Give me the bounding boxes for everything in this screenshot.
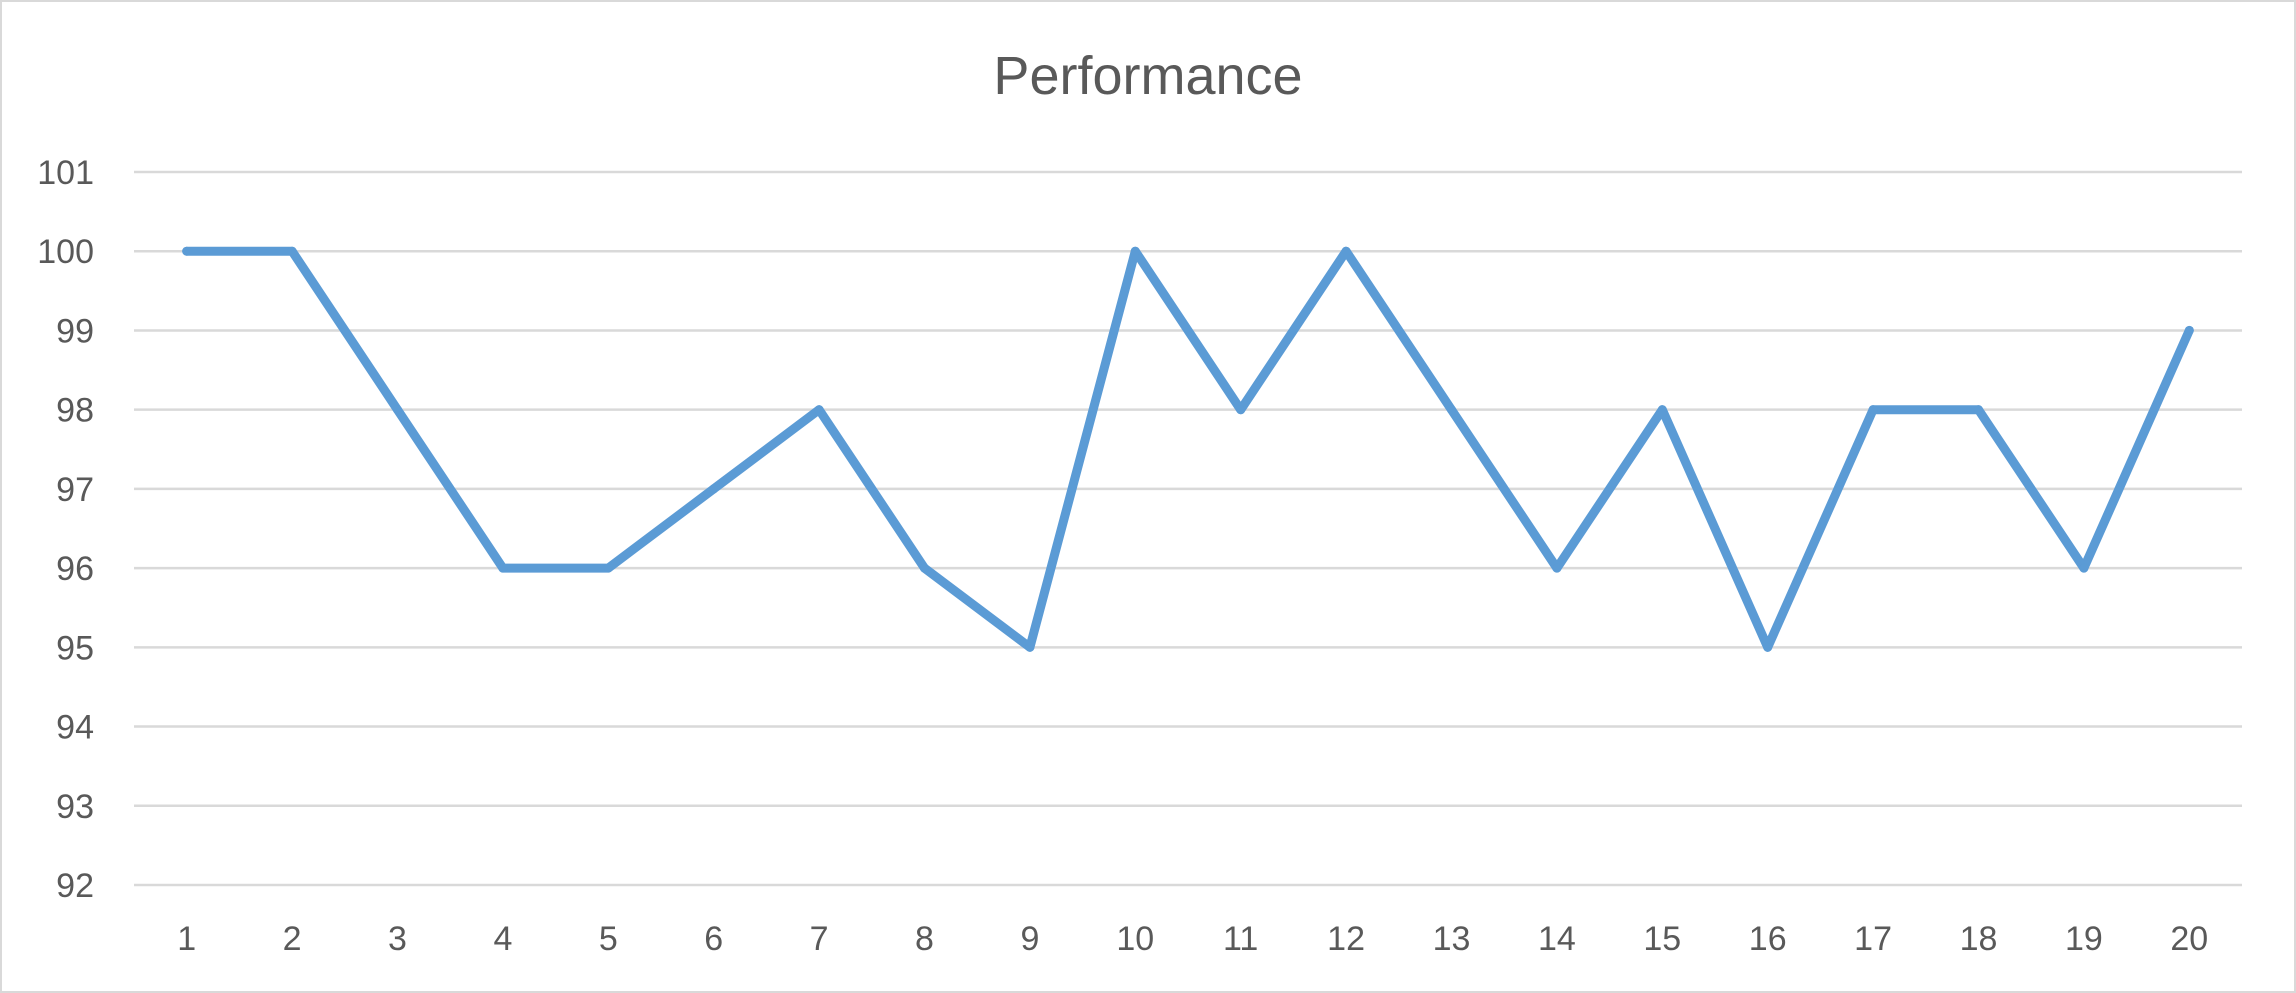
y-tick-label: 92	[56, 867, 94, 905]
x-tick-label: 12	[1327, 920, 1365, 958]
data-point	[603, 563, 613, 573]
chart-title: Performance	[993, 46, 1302, 106]
x-tick-label: 19	[2065, 920, 2103, 958]
y-axis-tick-labels: 92 93 94 95 96 97 98 99 100 101	[37, 154, 94, 905]
data-point	[287, 246, 297, 256]
x-tick-label: 18	[1960, 920, 1998, 958]
x-axis-tick-labels: 1 2 3 4 5 6 7 8 9 10 11 12 13 14 15 16 17 18 19 20	[177, 920, 2208, 958]
data-point	[814, 405, 824, 415]
data-point	[1763, 642, 1773, 652]
data-point	[2079, 563, 2089, 573]
x-tick-label: 3	[388, 920, 407, 958]
y-tick-label: 94	[56, 709, 94, 747]
x-tick-label: 9	[1020, 920, 1039, 958]
x-tick-label: 14	[1538, 920, 1576, 958]
x-tick-label: 4	[493, 920, 512, 958]
x-tick-label: 15	[1643, 920, 1681, 958]
x-tick-label: 2	[283, 920, 302, 958]
data-point	[920, 563, 929, 573]
data-point	[498, 563, 508, 573]
x-tick-label: 1	[177, 920, 196, 958]
y-tick-label: 93	[56, 788, 94, 826]
data-point	[1657, 405, 1667, 415]
data-point	[709, 484, 719, 494]
y-tick-label: 101	[37, 154, 94, 192]
data-point	[2184, 325, 2194, 335]
gridlines	[134, 170, 2242, 887]
y-tick-label: 96	[56, 550, 94, 588]
x-tick-label: 11	[1223, 920, 1258, 958]
data-point	[1341, 246, 1351, 256]
data-point	[1868, 405, 1878, 415]
x-tick-label: 16	[1749, 920, 1787, 958]
y-tick-label: 99	[56, 312, 94, 350]
x-tick-label: 7	[810, 920, 829, 958]
data-point	[1447, 405, 1456, 415]
x-tick-label: 6	[704, 920, 723, 958]
data-point	[1236, 405, 1246, 415]
series-line-0	[182, 246, 2194, 652]
data-point	[393, 405, 402, 415]
series-layer	[182, 246, 2194, 652]
y-tick-label: 95	[56, 629, 94, 667]
y-tick-label: 100	[37, 233, 94, 271]
y-tick-label: 98	[56, 392, 94, 430]
x-tick-label: 8	[915, 920, 934, 958]
x-tick-label: 10	[1116, 920, 1154, 958]
x-tick-label: 20	[2170, 920, 2208, 958]
data-point	[1130, 246, 1140, 256]
data-point	[1025, 642, 1035, 652]
x-tick-label: 13	[1433, 920, 1471, 958]
x-tick-label: 5	[599, 920, 618, 958]
data-point	[1974, 405, 1983, 415]
x-tick-label: 17	[1854, 920, 1892, 958]
data-point	[182, 246, 192, 256]
y-tick-label: 97	[56, 471, 94, 509]
data-point	[1552, 563, 1562, 573]
